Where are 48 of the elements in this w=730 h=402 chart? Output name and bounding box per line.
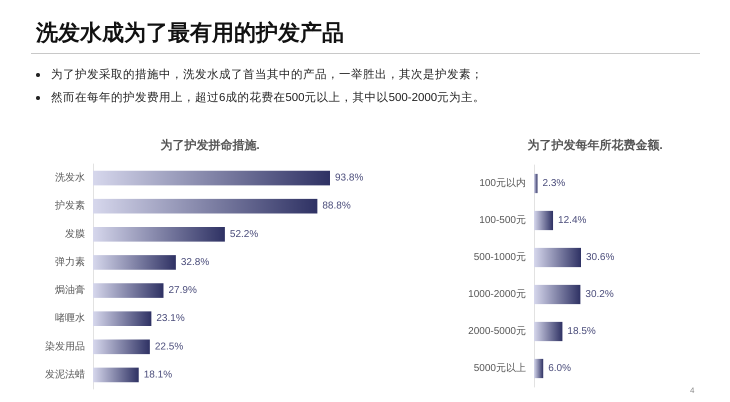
data-label: 27.9% (168, 285, 197, 296)
bar (93, 255, 176, 270)
text: 然而在每年的护发费用上，超过6成的花费在500元以上，其中以500-2000元为主。 (50, 90, 486, 105)
bar (534, 358, 544, 378)
data-label: 2.3% (542, 178, 566, 189)
bar (534, 322, 562, 342)
chart-title: 为了护发拼命措施. (160, 138, 260, 152)
text: 洗发水成为了最有用的护发产品 (36, 19, 344, 47)
y-tick-label: 发泥法蜡 (45, 368, 85, 380)
bar (534, 284, 580, 304)
text: 4 (690, 386, 694, 395)
data-label: 30.2% (585, 289, 614, 300)
y-tick-label: 100-500元 (479, 215, 526, 226)
data-label: 18.5% (567, 326, 596, 337)
y-tick-label: 洗发水 (55, 172, 85, 184)
bar (93, 368, 139, 382)
data-label: 30.6% (586, 252, 614, 263)
bar (93, 283, 164, 298)
chart-title: 为了护发每年所花费金额. (527, 138, 663, 152)
y-tick-label: 100元以内 (479, 177, 526, 189)
y-tick-label: 500-1000元 (474, 252, 526, 263)
y-tick-label: 发膜 (65, 228, 85, 240)
y-tick-label: 焗油膏 (55, 284, 85, 296)
y-tick-label: 护发素 (54, 200, 85, 212)
data-label: 18.1% (144, 369, 172, 380)
bar (93, 198, 318, 214)
data-label: 52.2% (230, 228, 258, 240)
bar (93, 311, 152, 326)
y-tick-label: 1000-2000元 (468, 289, 526, 300)
bar (534, 210, 554, 230)
data-label: 88.8% (322, 200, 351, 212)
y-tick-label: 5000元以上 (474, 362, 526, 374)
data-label: 22.5% (154, 341, 184, 352)
bar (93, 227, 225, 242)
data-label: 23.1% (156, 313, 185, 324)
y-tick-label: 啫喱水 (55, 312, 85, 324)
data-label: 6.0% (548, 363, 572, 374)
bar (534, 248, 581, 268)
data-label: 12.4% (558, 215, 587, 226)
bar (534, 174, 538, 194)
bar (93, 170, 330, 186)
y-tick-label: 染发用品 (45, 340, 85, 352)
data-label: 93.8% (335, 172, 364, 184)
bar (93, 340, 150, 354)
y-tick-label: 2000-5000元 (468, 326, 526, 337)
data-label: 32.8% (180, 256, 210, 268)
y-tick-label: 弹力素 (55, 256, 85, 268)
text: 为了护发采取的措施中，洗发水成了首当其中的产品，一举胜出，其次是护发素； (50, 67, 483, 82)
